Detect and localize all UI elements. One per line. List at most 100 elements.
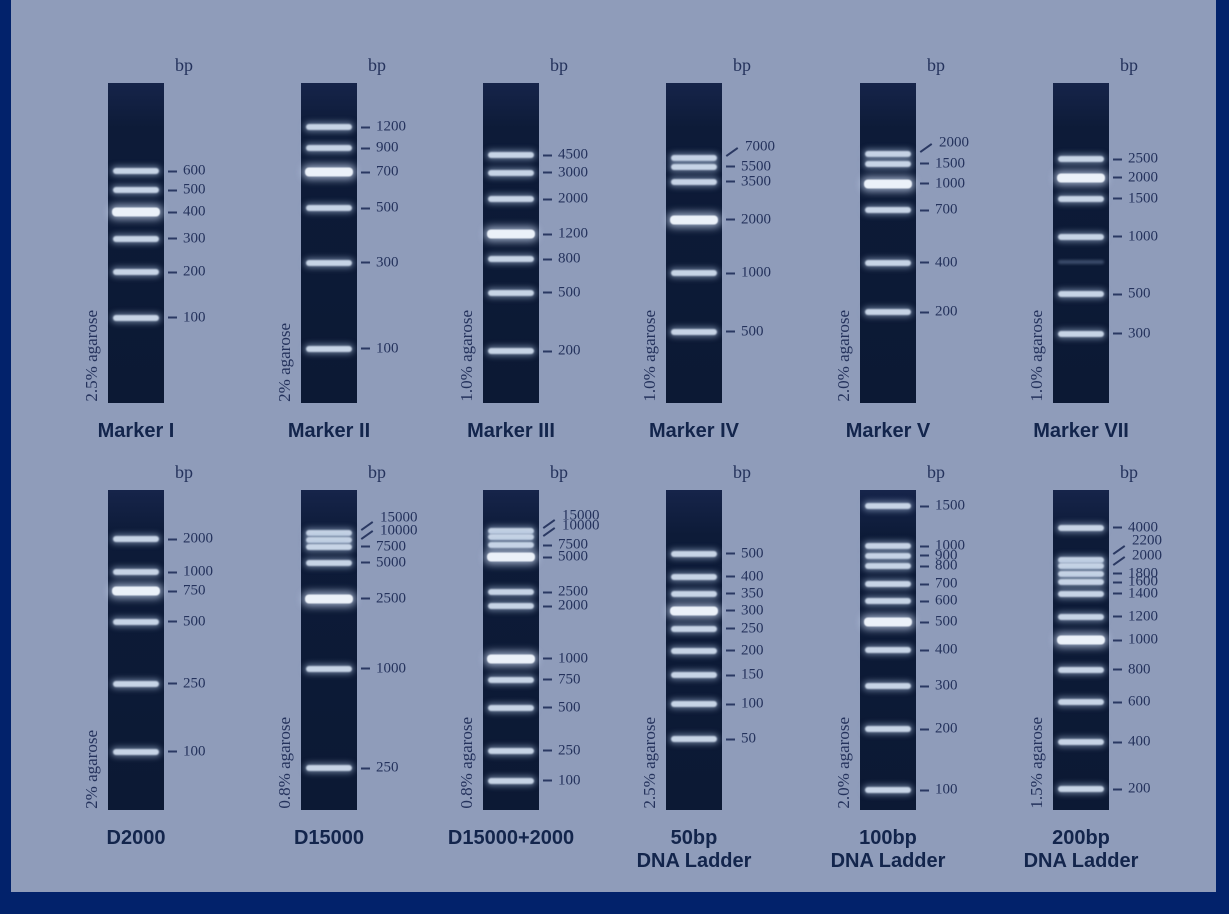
band-size-label: 5500 bbox=[741, 158, 771, 175]
tick-dash bbox=[168, 271, 177, 274]
dna-band bbox=[488, 289, 534, 296]
marker-name-line: Marker I bbox=[97, 420, 175, 442]
band-size-label: 500 bbox=[558, 284, 581, 301]
dna-band bbox=[488, 256, 534, 262]
band-size-label: 600 bbox=[183, 162, 206, 179]
tick-dash bbox=[543, 198, 552, 201]
band-size-tick: 250 bbox=[357, 760, 399, 776]
dna-band bbox=[487, 229, 535, 239]
band-size-label: 2000 bbox=[939, 134, 969, 151]
tick-dash bbox=[920, 554, 929, 557]
tick-dash bbox=[543, 291, 552, 294]
gel-panel: bp 0.8% agarose 15000 10000 7500 5000 2500 10… bbox=[264, 462, 454, 882]
band-size-tick: 1500 bbox=[916, 156, 965, 171]
band-size-tick: 7500 bbox=[539, 537, 588, 553]
dna-band bbox=[305, 594, 353, 604]
tick-dash bbox=[543, 678, 552, 681]
tick-column: 1200 900 700 500 300 100 bbox=[357, 83, 454, 403]
band-size-tick: 2000 bbox=[1109, 170, 1158, 185]
dna-band bbox=[488, 152, 534, 158]
dna-band bbox=[305, 167, 353, 177]
dna-band bbox=[1058, 260, 1104, 265]
dna-band bbox=[864, 617, 912, 627]
tick-dash bbox=[1113, 293, 1122, 296]
band-size-tick: 200 bbox=[1109, 780, 1151, 797]
gel-panel: bp 2.5% agarose 500 400 350 300 250 200 150 100… bbox=[629, 462, 819, 882]
tick-dash bbox=[543, 706, 552, 709]
dna-band bbox=[671, 701, 717, 708]
name-row: D15000+2000 bbox=[446, 827, 576, 879]
band-size-label: 500 bbox=[741, 545, 764, 562]
band-size-tick: 2000 bbox=[1126, 548, 1162, 563]
band-size-label: 2000 bbox=[558, 190, 588, 207]
band-size-tick: 200 bbox=[916, 721, 958, 737]
dna-band bbox=[1058, 330, 1104, 337]
dna-band bbox=[865, 683, 911, 690]
gel-lane bbox=[483, 83, 539, 403]
band-size-label: 400 bbox=[935, 254, 958, 271]
dna-band bbox=[306, 529, 352, 536]
band-size-tick: 1000 bbox=[539, 651, 588, 666]
band-size-tick: 1000 bbox=[1109, 632, 1158, 648]
marker-name-label: 100bp DNA Ladder bbox=[831, 827, 946, 873]
band-size-label: 300 bbox=[376, 254, 399, 271]
dna-band bbox=[488, 169, 534, 176]
dna-band bbox=[1058, 666, 1104, 673]
band-size-tick: 3000 bbox=[539, 165, 588, 180]
tick-dash bbox=[1113, 572, 1122, 575]
gel-lane bbox=[666, 83, 722, 403]
tick-dash bbox=[920, 600, 929, 603]
band-size-label: 15000 bbox=[562, 507, 600, 524]
band-size-tick: 500 bbox=[164, 614, 206, 629]
dna-band bbox=[1058, 524, 1104, 531]
gel-lane bbox=[301, 490, 357, 810]
band-size-label: 200 bbox=[1128, 780, 1151, 797]
band-size-tick: 750 bbox=[539, 672, 581, 687]
tick-dash bbox=[361, 561, 370, 564]
name-row: 100bp DNA Ladder bbox=[823, 827, 953, 879]
band-size-tick: 700 bbox=[916, 576, 958, 592]
dna-band bbox=[306, 543, 352, 550]
dna-band bbox=[488, 747, 534, 754]
bp-unit-label: bp bbox=[368, 55, 386, 75]
band-size-tick: 2000 bbox=[933, 134, 969, 151]
tick-dash bbox=[543, 154, 552, 156]
tick-dash bbox=[543, 749, 552, 752]
tick-dash bbox=[361, 126, 370, 129]
marker-name-line: DNA Ladder bbox=[1023, 850, 1139, 872]
marker-name-label: 50bp DNA Ladder bbox=[637, 827, 752, 873]
dna-band bbox=[1058, 156, 1104, 163]
marker-name-line: 200bp bbox=[1052, 827, 1110, 849]
tick-dash bbox=[168, 189, 177, 192]
band-size-label: 200 bbox=[935, 303, 958, 320]
marker-name-line: Marker IV bbox=[648, 420, 740, 442]
dna-band bbox=[488, 603, 534, 610]
band-size-tick: 500 bbox=[164, 182, 206, 198]
dna-band bbox=[488, 534, 534, 541]
name-row: D15000 bbox=[264, 827, 394, 879]
dna-band bbox=[113, 314, 159, 321]
band-size-label: 2200 bbox=[1132, 532, 1162, 549]
tick-dash bbox=[920, 209, 929, 212]
bp-unit-label: bp bbox=[550, 55, 568, 75]
lane-box: 0.8% agarose 15000 10000 7500 5000 2500 2000 1… bbox=[446, 490, 636, 810]
band-size-tick: 100 bbox=[722, 696, 764, 712]
tick-dash bbox=[726, 649, 735, 652]
tick-dash bbox=[920, 728, 929, 731]
tick-dash bbox=[726, 330, 735, 333]
gel-panel: bp 1.0% agarose 4500 3000 2000 1200 800 500 20… bbox=[446, 55, 636, 475]
tick-dash bbox=[168, 620, 177, 623]
dna-band bbox=[670, 215, 718, 225]
tick-dash bbox=[726, 165, 735, 168]
dna-band bbox=[671, 625, 717, 632]
band-size-tick: 500 bbox=[722, 324, 764, 339]
band-size-label: 3000 bbox=[558, 164, 588, 181]
band-size-label: 500 bbox=[558, 699, 581, 716]
band-size-tick: 300 bbox=[164, 231, 206, 246]
tick-dash bbox=[361, 147, 370, 150]
bp-unit-label: bp bbox=[927, 462, 945, 482]
agarose-percent-label: 2.5% agarose bbox=[640, 717, 659, 809]
tick-leader-line bbox=[1112, 555, 1126, 566]
band-size-tick: 100 bbox=[357, 341, 399, 356]
